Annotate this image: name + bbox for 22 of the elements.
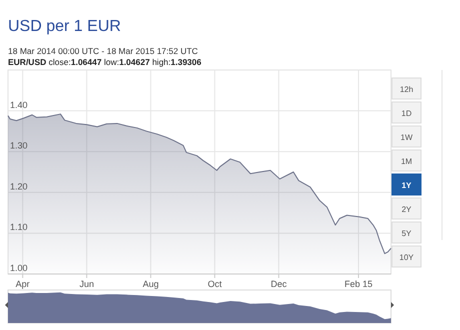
range-button: 10Y <box>392 246 422 268</box>
chart-subtitle: 18 Mar 2014 00:00 UTC - 18 Mar 2015 17:52 UTC <box>8 46 198 56</box>
range-button: 1M <box>392 150 422 172</box>
y-tick-label: 1.20 <box>10 181 28 192</box>
chart-title: USD per 1 EUR <box>8 18 121 35</box>
y-tick-label: 1.30 <box>10 140 28 151</box>
y-tick-label: 1.10 <box>10 222 28 232</box>
range-button: 1W <box>392 126 422 148</box>
range-button: 1D <box>392 102 422 124</box>
range-button: 5Y <box>392 222 422 244</box>
x-tick-label: Feb 15 <box>344 279 372 289</box>
x-tick-label: Dec <box>270 279 288 289</box>
range-button: 12h <box>392 78 422 100</box>
y-tick-label: 1.40 <box>10 100 28 110</box>
range-button: 1Y <box>392 174 422 196</box>
x-tick-label: Oct <box>208 279 222 289</box>
range-button: 2Y <box>392 198 422 220</box>
x-tick-label: Apr <box>16 279 30 289</box>
x-tick-label: Aug <box>142 279 159 289</box>
text: EUR/USD close:1.06447 low:1.04627 high:1.39306 <box>8 57 202 67</box>
y-tick-label: 1.00 <box>10 263 28 273</box>
x-tick-label: Jun <box>79 279 94 289</box>
